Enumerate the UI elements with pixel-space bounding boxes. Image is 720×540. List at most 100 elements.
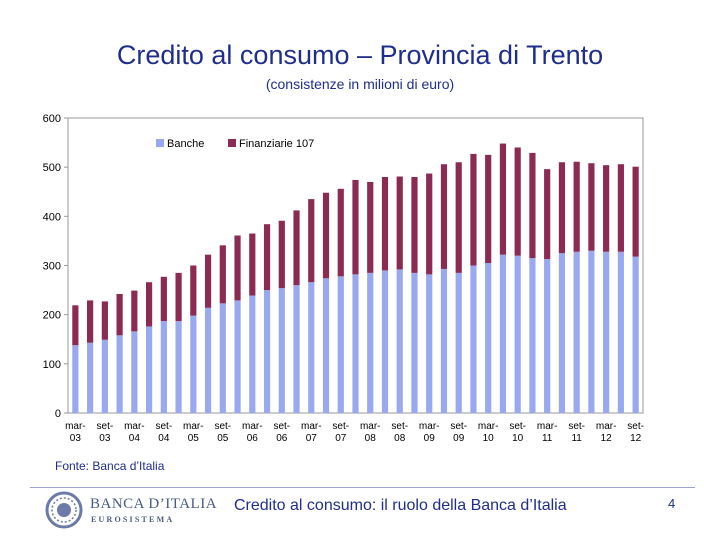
x-tick-label: 09 [453,433,465,444]
bar-finanziarie [249,233,256,296]
bar-finanziarie [499,143,507,255]
x-tick-label: 11 [542,433,553,444]
x-tick-label: 09 [424,433,436,444]
x-tick-label: set- [391,421,408,432]
x-tick-label: mar- [360,421,381,432]
bar-finanziarie [617,164,624,252]
bar-banche [632,256,639,413]
x-tick-label: 04 [158,433,170,444]
bar-banche [470,265,477,413]
x-tick-label: 05 [188,433,200,444]
bar-finanziarie [367,181,374,273]
x-tick-label: 04 [129,433,141,444]
bar-banche [396,269,403,413]
x-tick-label: 05 [217,433,229,444]
stacked-bar-chart: 0100200300400500600mar-03set-03mar-04set… [43,113,644,444]
legend-swatch-finanziarie [228,139,236,147]
x-tick-label: 06 [276,433,288,444]
x-tick-label: 10 [483,433,495,444]
bar-finanziarie [544,169,551,260]
bar-banche [529,258,536,413]
bar-finanziarie [337,188,344,277]
page-number: 4 [668,496,676,511]
bar-finanziarie [485,154,492,264]
bar-banche [367,272,374,413]
bar-banche [204,307,212,413]
bar-banche [190,315,197,413]
x-tick-label: 06 [247,433,259,444]
bar-finanziarie [204,254,212,308]
bar-finanziarie [426,173,433,275]
bar-banche [131,331,138,413]
x-tick-label: set- [214,421,231,432]
bar-banche [278,288,285,413]
bar-banche [617,251,624,413]
bar-finanziarie [455,162,462,273]
x-tick-label: 12 [601,433,613,444]
bar-finanziarie [145,282,153,327]
source-note: Fonte: Banca d’Italia [55,459,165,473]
y-tick-label: 500 [43,162,61,174]
bar-banche [426,274,433,413]
bar-finanziarie [381,177,389,271]
bar-banche [573,251,580,413]
y-tick-label: 600 [43,113,61,125]
x-tick-label: 07 [306,433,318,444]
y-tick-label: 300 [43,261,61,273]
x-tick-label: 03 [70,433,82,444]
bar-banche [175,321,182,413]
x-tick-label: set- [97,421,114,432]
bar-finanziarie [588,163,595,251]
bar-finanziarie [396,176,403,270]
x-tick-label: 03 [99,433,111,444]
bar-banche [322,278,330,413]
bar-banche [219,303,226,413]
x-tick-label: mar- [65,421,86,432]
bar-finanziarie [190,265,197,316]
bar-banche [337,276,344,413]
bar-finanziarie [87,300,94,343]
bar-banche [263,290,271,413]
bar-banche [87,342,94,413]
bar-banche [249,295,256,413]
logo-line2: EUROSISTEMA [91,515,175,524]
legend-label-banche: Banche [167,138,204,150]
bar-finanziarie [308,199,315,283]
x-tick-label: 11 [571,433,582,444]
bar-banche [145,326,153,413]
bar-finanziarie [160,276,167,322]
bar-finanziarie [101,301,108,340]
x-tick-label: set- [568,421,585,432]
x-tick-label: mar- [419,421,440,432]
bar-banche [588,250,595,413]
x-tick-label: set- [509,421,526,432]
y-tick-label: 400 [43,211,61,223]
bar-finanziarie [263,224,271,291]
bar-banche [544,259,551,413]
bar-banche [558,253,566,413]
bar-banche [455,272,462,413]
bar-banche [514,255,521,413]
bar-finanziarie [558,162,566,254]
bar-finanziarie [116,294,123,336]
footer-divider [30,487,695,488]
bar-banche [603,251,610,413]
bar-banche [101,339,108,413]
x-tick-label: 07 [335,433,347,444]
x-tick-label: 12 [630,433,642,444]
bar-finanziarie [131,290,138,332]
bar-banche [72,345,79,413]
bar-banche [381,270,389,413]
x-tick-label: 10 [512,433,524,444]
bar-banche [411,272,418,413]
bar-finanziarie [440,164,448,269]
bar-finanziarie [573,161,580,252]
x-tick-label: mar- [596,421,617,432]
bar-finanziarie [603,165,610,252]
slide-subtitle: (consistenze in milioni di euro) [265,76,455,92]
x-tick-label: mar- [537,421,558,432]
bar-finanziarie [632,166,639,257]
x-tick-label: set- [450,421,467,432]
bar-finanziarie [514,147,521,256]
bar-finanziarie [72,305,79,346]
